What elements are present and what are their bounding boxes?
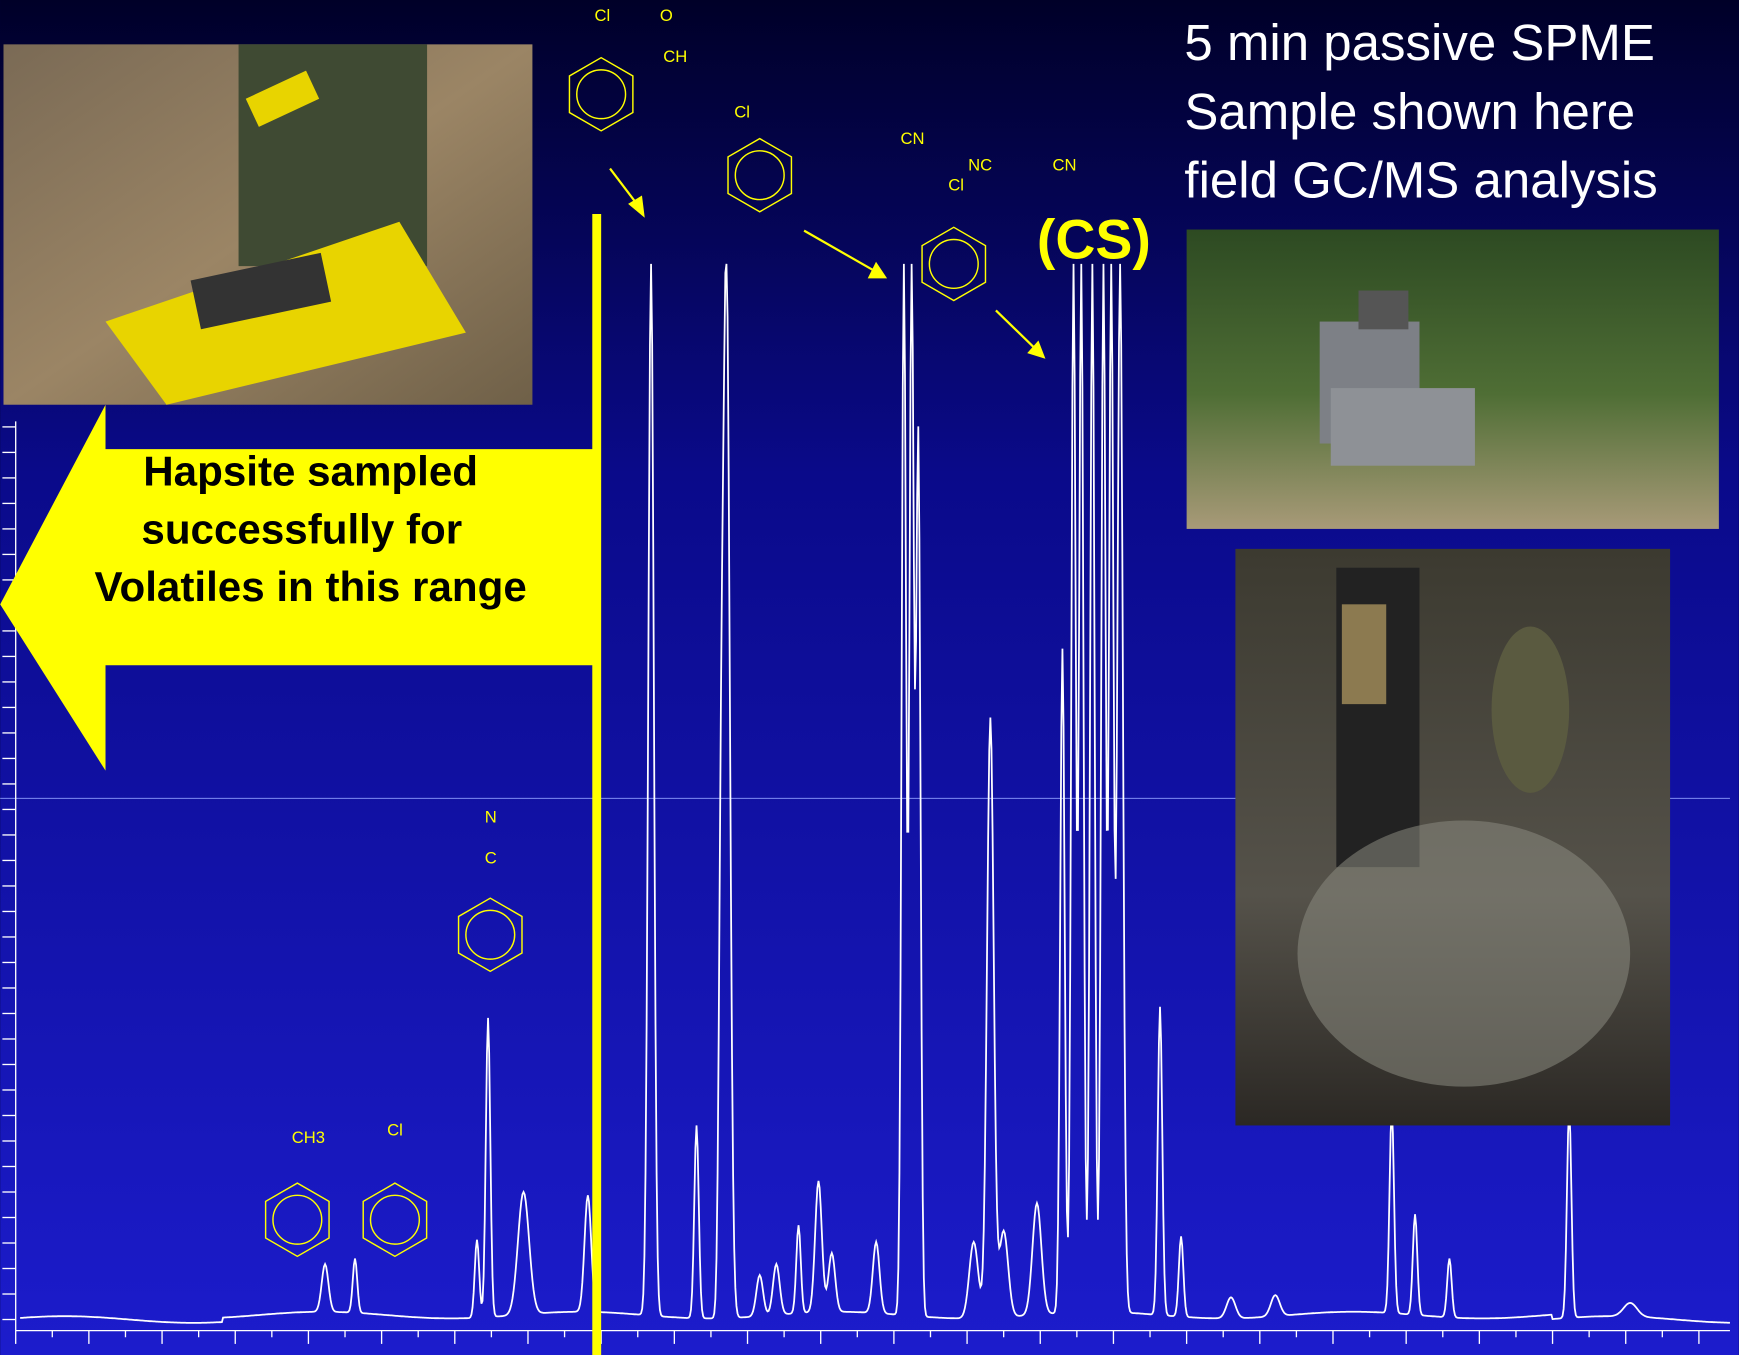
chem-label: NC [968, 156, 992, 175]
benzene-ring [457, 897, 523, 973]
chem-label: N [485, 808, 497, 827]
photo-cs-release [1235, 548, 1671, 1126]
benzene-ring [921, 226, 987, 302]
chem-label: CN [901, 129, 925, 148]
chem-label: CH3 [292, 1128, 325, 1147]
benzene-ring [727, 137, 793, 213]
benzene-ring [264, 1182, 330, 1258]
chem-label: Cl [595, 6, 611, 25]
benzene-ring-inner [928, 238, 979, 290]
chem-label: Cl [734, 102, 750, 121]
chem-label: Cl [387, 1120, 403, 1139]
benzene-ring-inner [272, 1194, 323, 1245]
chem-label: C [485, 849, 497, 868]
arrow-text: Hapsite sampled [143, 448, 478, 495]
benzene-ring [362, 1182, 428, 1258]
structure-arrows [609, 167, 1046, 359]
title-line: Sample shown here [1184, 83, 1635, 140]
title-line: field GC/MS analysis [1184, 152, 1657, 209]
arrow-text: Volatiles in this range [95, 563, 527, 610]
benzene-ring-inner [369, 1194, 421, 1245]
benzene-ring-inner [734, 150, 785, 201]
photo-hapsite [3, 44, 533, 405]
photo-field-gcms [1186, 229, 1719, 529]
benzene-ring-inner [465, 909, 516, 960]
chem-label: O [660, 6, 673, 25]
chromatogram-trace [20, 263, 1730, 1324]
benzene-ring [568, 56, 634, 132]
cs-label: (CS) [1037, 209, 1151, 271]
chem-label: Cl [948, 176, 964, 195]
arrow-text: successfully for [141, 505, 462, 552]
chem-label: CH [663, 47, 687, 66]
range-arrow [0, 404, 594, 771]
title-line: 5 min passive SPME [1184, 14, 1655, 71]
benzene-ring-inner [576, 69, 627, 120]
structures [264, 56, 987, 1258]
chem-label: CN [1052, 156, 1076, 175]
